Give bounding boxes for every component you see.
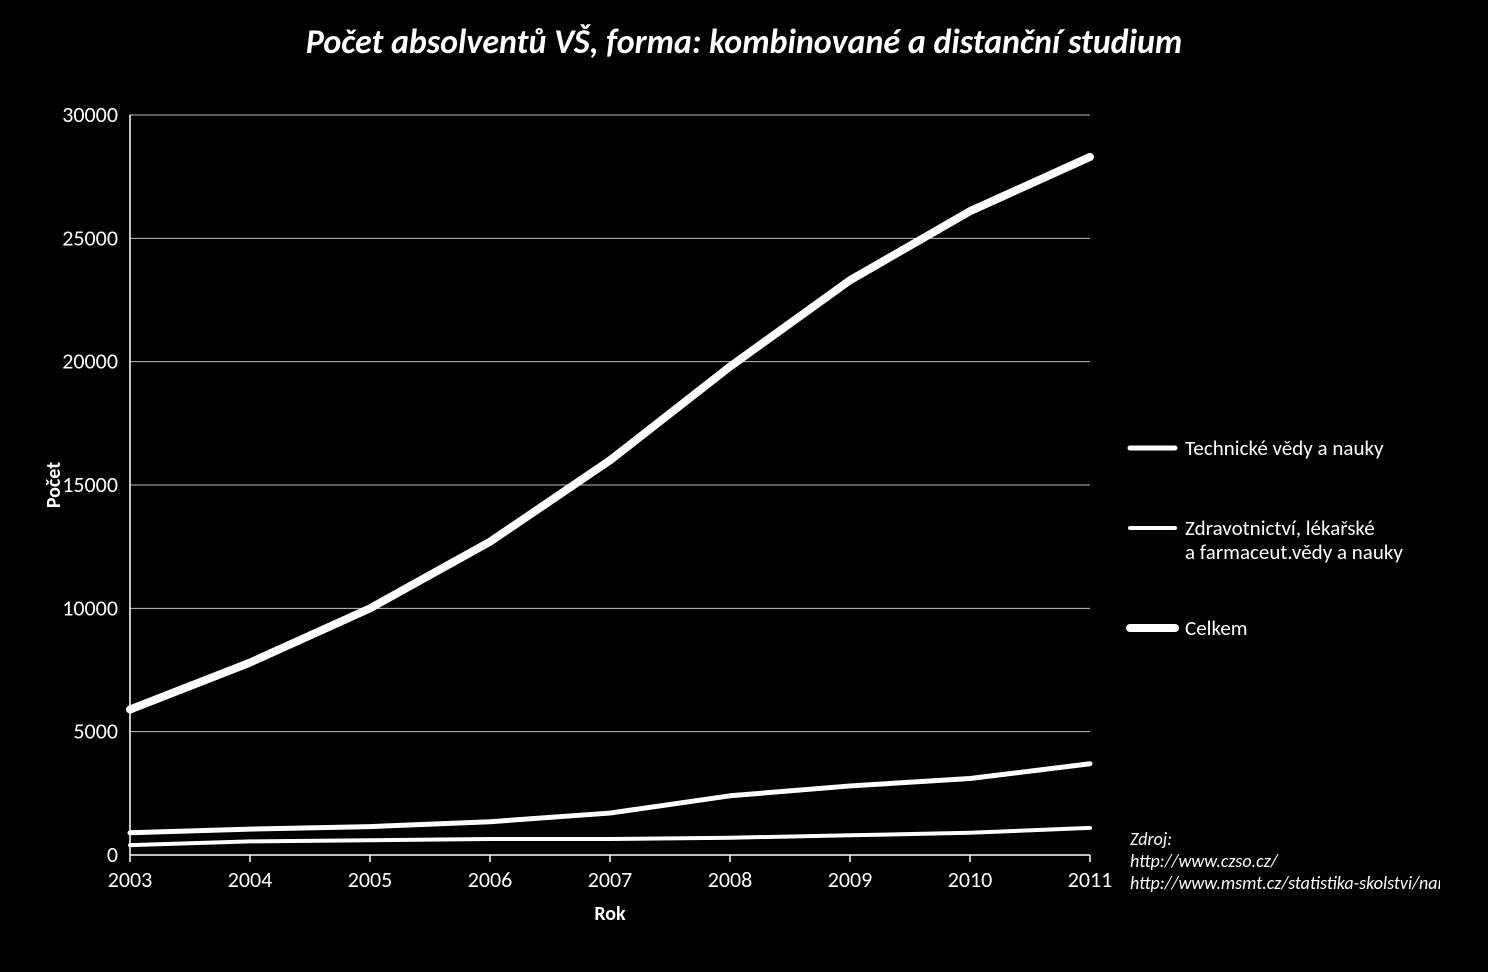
y-axis-title: Počet [42, 462, 66, 508]
y-tick-label: 30000 [62, 101, 118, 128]
source-line: http://www.msmt.cz/statistika-skolstvi/n… [1130, 872, 1440, 894]
chart-container: 0 5000 10000 15000 20000 25000 30000 2003 2004 20… [40, 95, 1440, 935]
legend-label: Zdravotnictví, lékařské [1185, 515, 1375, 541]
x-tick-label: 2006 [468, 866, 513, 893]
chart-svg: 0 5000 10000 15000 20000 25000 30000 2003 2004 20… [40, 95, 1440, 935]
series-line-2 [130, 157, 1090, 710]
y-tick-label: 10000 [62, 594, 118, 621]
y-tick-label: 15000 [62, 471, 118, 498]
source-label: Zdroj: [1130, 828, 1172, 850]
y-tick-label: 0 [107, 841, 118, 868]
x-tick-label: 2009 [828, 866, 873, 893]
x-tick-label: 2011 [1068, 866, 1113, 893]
source-line: http://www.czso.cz/ [1130, 850, 1279, 872]
x-axis-title: Rok [594, 902, 626, 926]
x-tick-label: 2007 [588, 866, 633, 893]
y-tick-label: 20000 [62, 348, 118, 375]
x-tick-label: 2004 [228, 866, 273, 893]
chart-title: Počet absolventů VŠ, forma: kombinované … [0, 0, 1488, 73]
y-tick-label: 25000 [62, 224, 118, 251]
y-tick-label: 5000 [73, 718, 118, 745]
legend-label: a farmaceut.vědy a nauky [1185, 539, 1403, 565]
legend-label: Celkem [1185, 615, 1248, 641]
legend-label: Technické vědy a nauky [1185, 435, 1384, 461]
x-tick-label: 2008 [708, 866, 753, 893]
series-line-0 [130, 764, 1090, 833]
x-tick-label: 2003 [108, 866, 153, 893]
x-tick-label: 2005 [348, 866, 393, 893]
x-tick-label: 2010 [948, 866, 993, 893]
